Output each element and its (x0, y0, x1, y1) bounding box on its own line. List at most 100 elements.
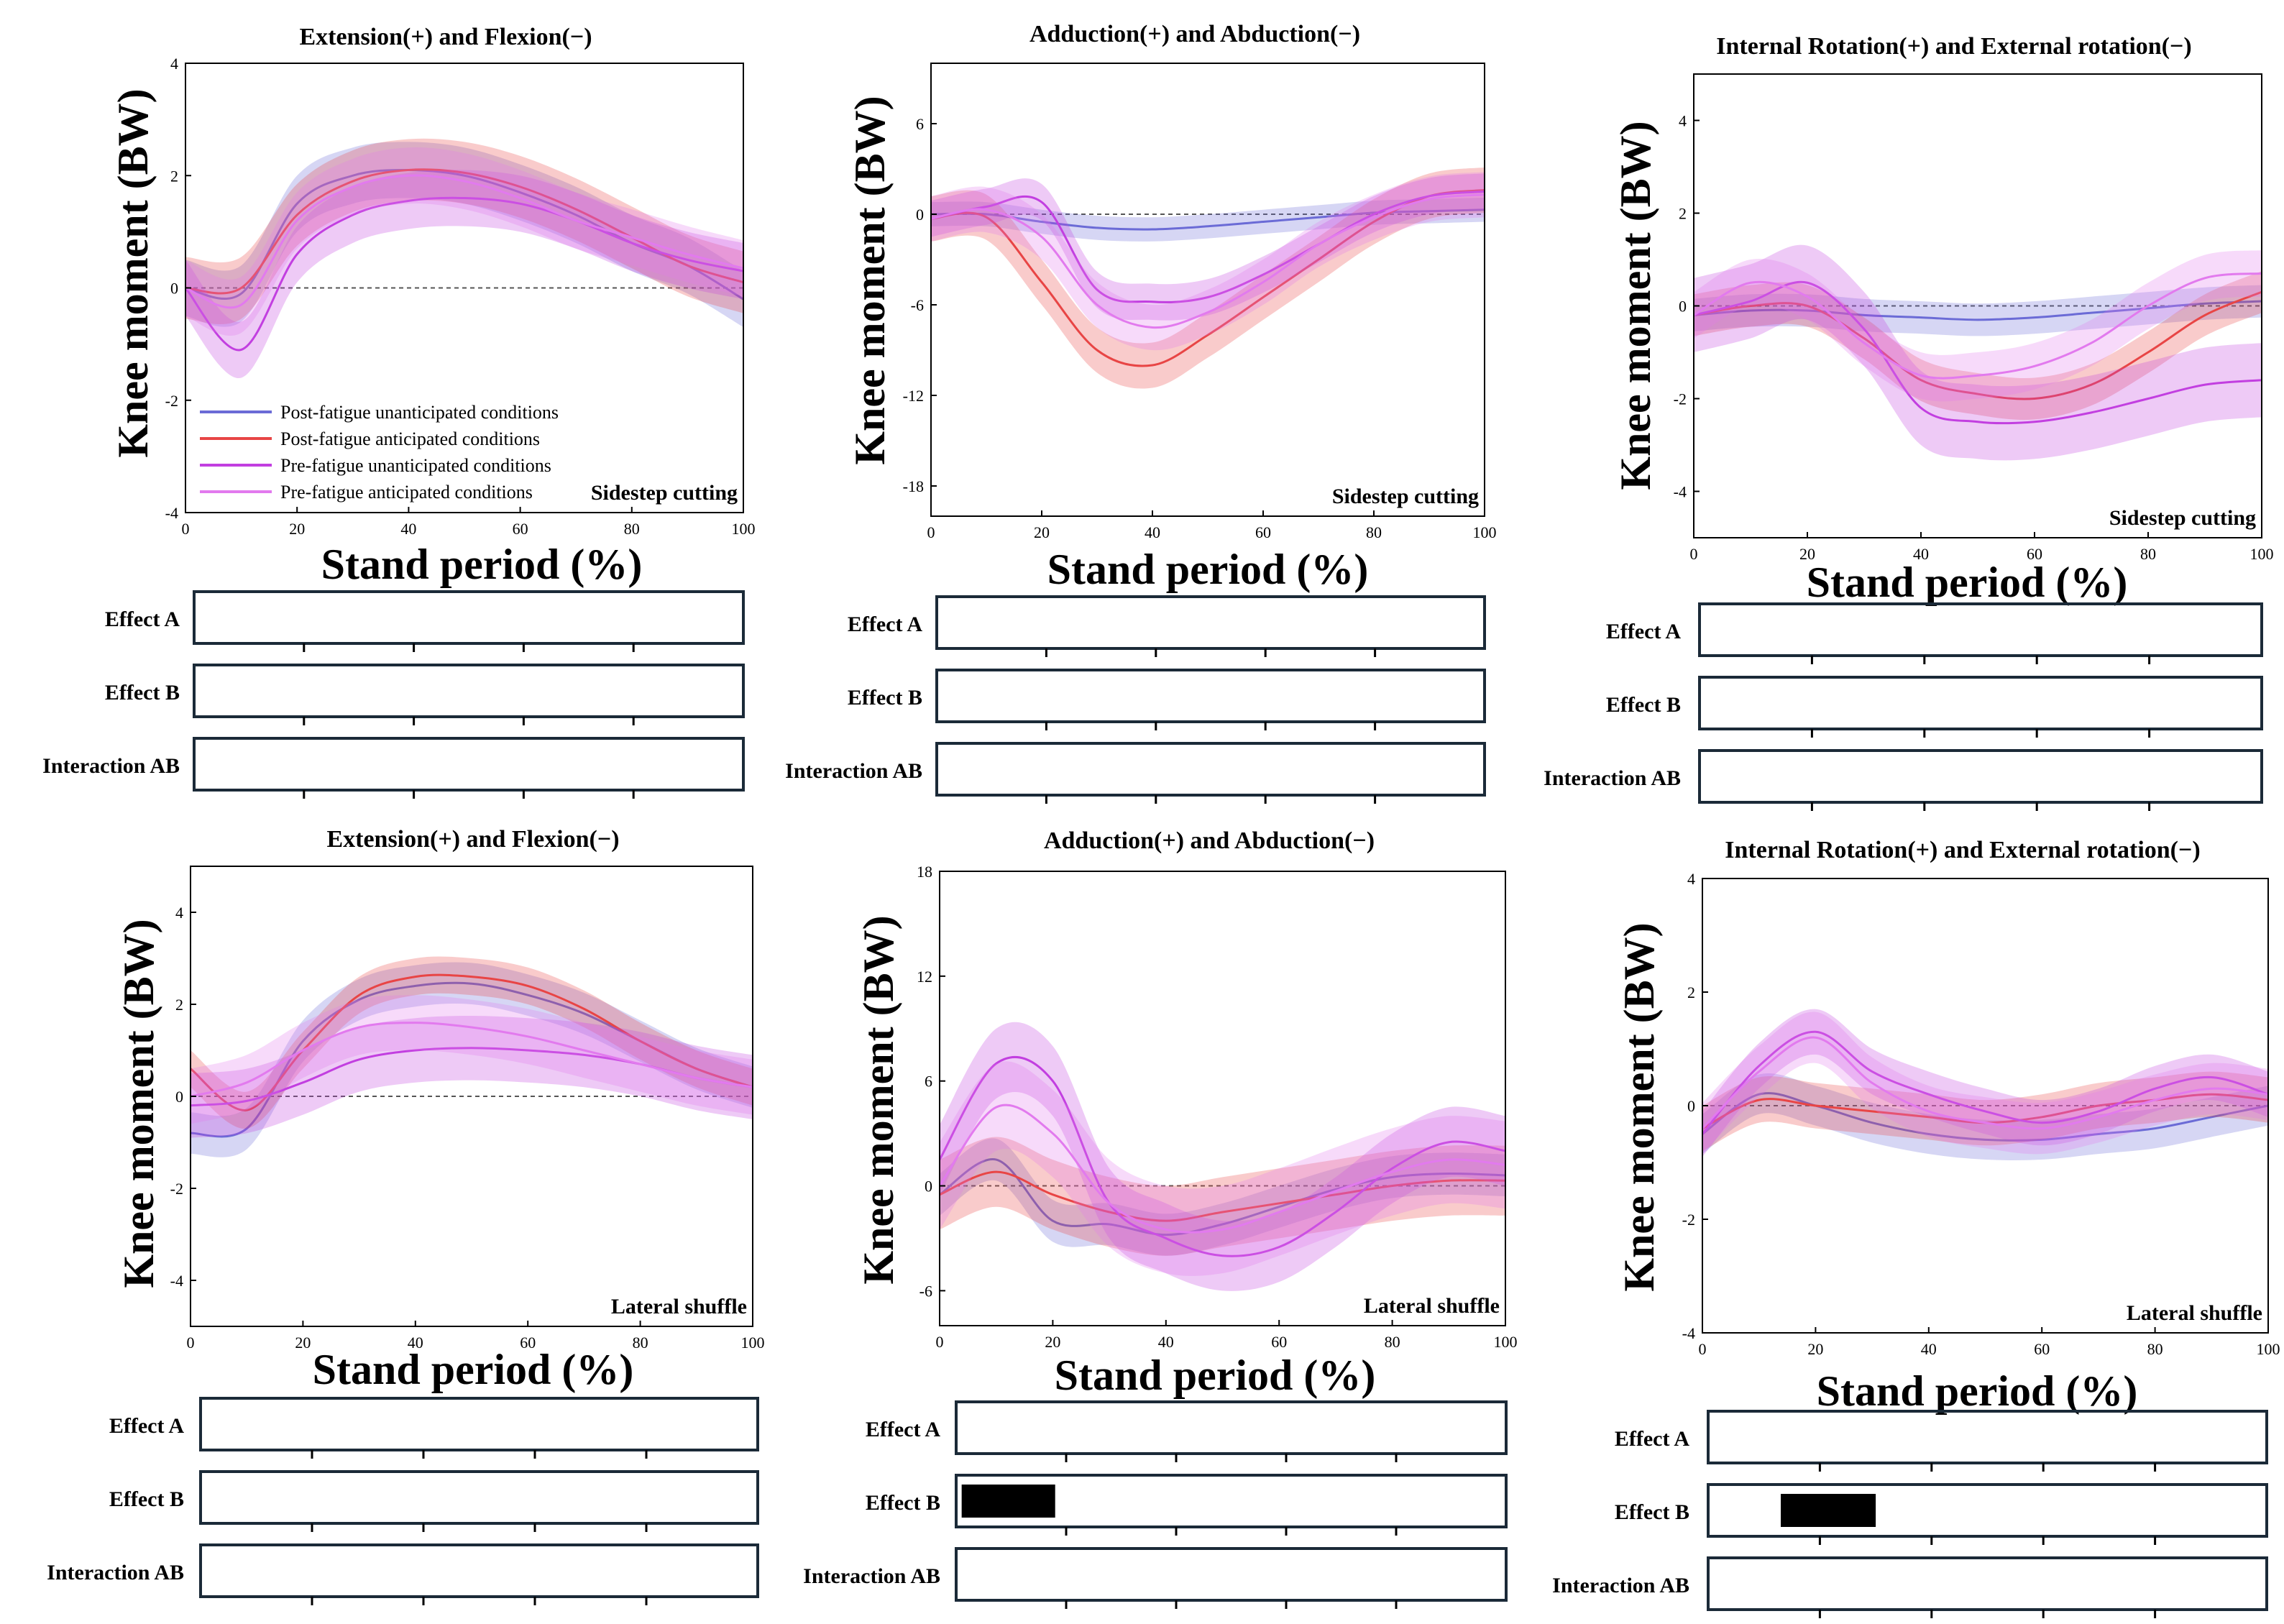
y-tick-label: 2 (1679, 205, 1687, 223)
effect-box (1698, 676, 2263, 730)
series-band (185, 170, 743, 379)
y-tick-label: 0 (925, 1178, 932, 1196)
effect-box (199, 1397, 759, 1451)
series-band (191, 995, 753, 1124)
task-label: Sidestep cutting (591, 481, 738, 505)
x-tick-label: 80 (633, 1334, 648, 1352)
series-band (1694, 271, 2262, 421)
effect-box (1698, 749, 2263, 804)
series-band (191, 1016, 753, 1138)
series-band (1702, 1009, 2268, 1157)
series-band (185, 142, 743, 328)
series-band (1694, 285, 2262, 336)
x-tick-label: 60 (1255, 523, 1271, 541)
legend-label: Post-fatigue unanticipated conditions (280, 402, 559, 423)
effect-label: Effect A (866, 1418, 940, 1441)
x-tick-label: 100 (1473, 523, 1497, 541)
series-band (1702, 1073, 2268, 1161)
y-tick-label: -6 (911, 296, 924, 314)
y-tick-label: -4 (1682, 1324, 1695, 1342)
effect-box (955, 1547, 1508, 1602)
effect-label: Interaction AB (1544, 766, 1681, 790)
effect-box (193, 737, 745, 792)
x-axis-label: Stand period (%) (1047, 546, 1369, 593)
plot-frame (939, 871, 1506, 1326)
x-tick-label: 80 (2147, 1340, 2163, 1358)
x-tick-label: 100 (2250, 545, 2274, 563)
x-tick-label: 60 (520, 1334, 536, 1352)
x-tick-label: 40 (1913, 545, 1929, 563)
effect-label: Effect A (105, 607, 180, 631)
chart-title: Internal Rotation(+) and External rotati… (1725, 837, 2200, 863)
y-tick-label: 4 (175, 904, 183, 922)
effect-label: Effect A (848, 613, 922, 636)
chart-title: Extension(+) and Flexion(−) (326, 826, 619, 853)
x-tick-label: 60 (2034, 1340, 2050, 1358)
series-band (940, 1137, 1505, 1256)
effect-label: Effect B (105, 681, 180, 705)
y-tick-label: -6 (919, 1282, 932, 1300)
series-line (931, 193, 1485, 329)
y-tick-label: 4 (1687, 870, 1695, 888)
series-band (185, 138, 743, 324)
chart-title: Extension(+) and Flexion(−) (299, 24, 592, 50)
effect-box (955, 1400, 1508, 1455)
x-tick-label: 80 (624, 520, 640, 538)
x-tick-label: 60 (513, 520, 528, 538)
x-tick-label: 20 (289, 520, 305, 538)
chart-panel-2: Adduction(+) and Abduction(−)0 20 40 60 80 10… (785, 21, 1497, 804)
x-tick-label: 0 (1699, 1340, 1707, 1358)
y-tick-label: 0 (1687, 1097, 1695, 1115)
y-tick-label: 6 (925, 1073, 932, 1091)
effect-label: Interaction AB (785, 759, 922, 783)
y-tick-label: -2 (1674, 390, 1687, 408)
series-band (940, 1022, 1505, 1291)
series-line (940, 1104, 1505, 1234)
series-group (1702, 1009, 2268, 1161)
effect-label: Effect B (848, 686, 922, 710)
effect-box (1698, 602, 2263, 657)
effect-box (1707, 1556, 2268, 1611)
y-tick-label: 4 (1679, 112, 1687, 130)
x-tick-label: 60 (1271, 1333, 1287, 1351)
series-line (1694, 280, 2262, 425)
chart-title: Internal Rotation(+) and External rotati… (1716, 33, 2191, 60)
series-group (940, 1022, 1505, 1291)
y-axis-label: Knee moment (BW) (109, 88, 157, 457)
series-group (191, 956, 753, 1157)
x-axis-label: Stand period (%) (1807, 559, 2128, 606)
effect-box (935, 669, 1486, 723)
y-tick-label: 6 (916, 115, 924, 133)
chart-title: Adduction(+) and Abduction(−) (1029, 21, 1360, 47)
x-tick-label: 0 (1690, 545, 1698, 563)
series-band (931, 173, 1485, 321)
x-tick-label: 40 (1145, 523, 1160, 541)
effect-box (935, 595, 1486, 650)
x-tick-label: 0 (187, 1334, 195, 1352)
x-axis-label: Stand period (%) (1055, 1352, 1376, 1399)
series-line (940, 1158, 1505, 1237)
x-tick-label: 80 (1366, 523, 1382, 541)
x-tick-label: 20 (1799, 545, 1815, 563)
series-band (1694, 250, 2262, 402)
chart-panel-4: Extension(+) and Flexion(−)0 20 40 60 80 100-… (47, 826, 765, 1605)
y-tick-label: -4 (170, 1272, 183, 1290)
task-label: Lateral shuffle (1364, 1294, 1500, 1318)
chart-panel-1: Extension(+) and Flexion(−)0 20 40 60 80 100-… (42, 24, 756, 799)
effect-label: Effect B (1606, 693, 1681, 717)
series-line (1694, 290, 2262, 400)
chart-panel-3: Internal Rotation(+) and External rotati… (1544, 33, 2274, 811)
y-tick-label: -4 (165, 504, 178, 522)
x-tick-label: 20 (295, 1334, 311, 1352)
task-label: Lateral shuffle (611, 1295, 747, 1318)
series-line (191, 973, 753, 1111)
legend-label: Pre-fatigue unanticipated conditions (280, 455, 551, 476)
y-tick-label: 4 (170, 55, 178, 73)
y-tick-label: 18 (917, 863, 932, 881)
series-band (185, 147, 743, 336)
x-tick-label: 100 (732, 520, 756, 538)
x-tick-label: 0 (927, 523, 935, 541)
x-tick-label: 40 (1921, 1340, 1937, 1358)
x-axis-label: Stand period (%) (1817, 1367, 2138, 1415)
